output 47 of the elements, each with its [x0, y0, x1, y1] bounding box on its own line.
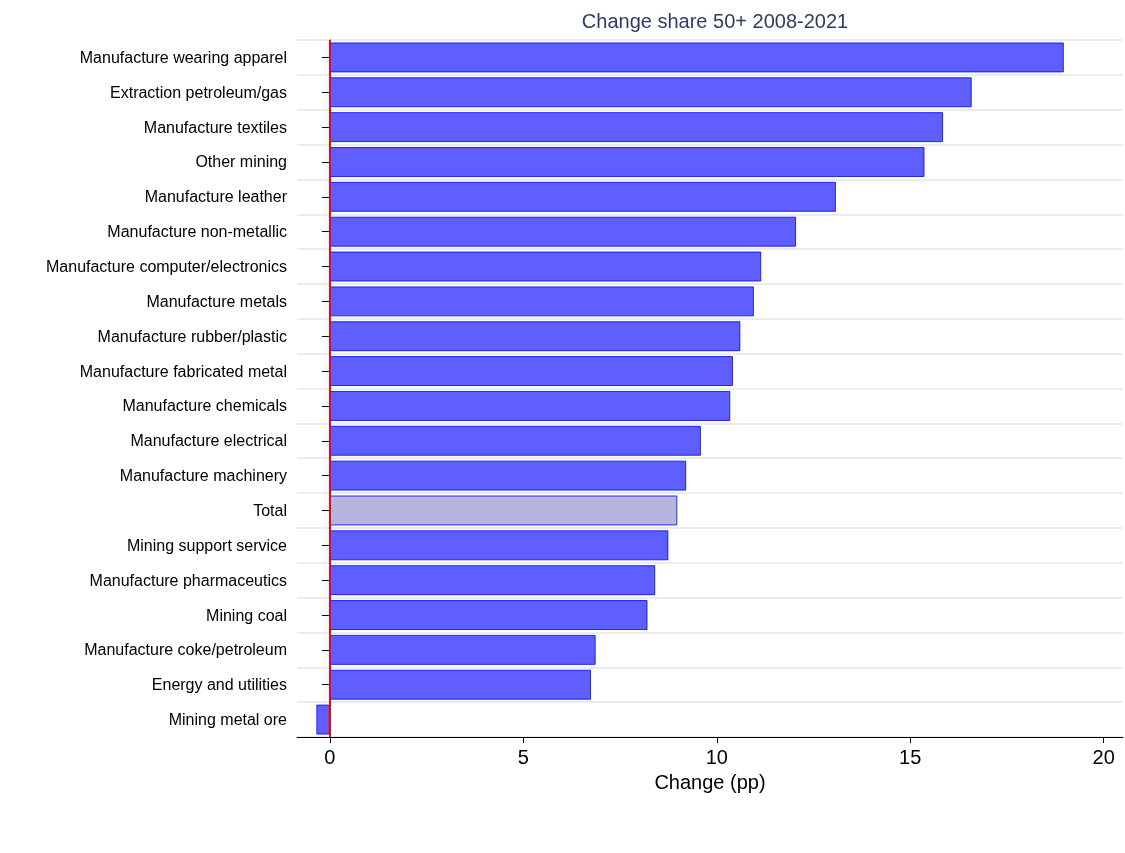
bar [329, 390, 731, 421]
bar [329, 181, 836, 212]
y-tick-label: Manufacture textiles [143, 118, 287, 136]
bar [329, 321, 741, 352]
bar [329, 600, 648, 631]
x-tick-label: 5 [517, 746, 529, 768]
y-tick-label: Manufacture pharmaceutics [89, 571, 287, 589]
y-tick-label: Mining support service [126, 536, 288, 554]
bar [329, 530, 669, 561]
y-tick-label: Extraction petroleum/gas [110, 83, 287, 101]
bar [329, 565, 656, 596]
y-tick-label: Manufacture computer/electronics [46, 258, 287, 276]
bar [329, 146, 925, 177]
bar [316, 704, 330, 735]
y-tick-label: Manufacture rubber/plastic [97, 327, 287, 345]
y-tick-label: Manufacture leather [144, 188, 288, 206]
y-tick-label: Total [253, 501, 287, 519]
x-tick-label: 10 [705, 746, 728, 768]
bar [329, 495, 678, 526]
y-tick-label: Manufacture wearing apparel [79, 48, 287, 66]
bar [329, 669, 592, 700]
bar [329, 634, 596, 665]
bar [329, 460, 687, 491]
bar [329, 425, 701, 456]
y-tick-label: Manufacture non-metallic [107, 223, 287, 241]
bar [329, 356, 734, 387]
bar [329, 251, 762, 282]
x-tick-label: 0 [324, 746, 336, 768]
y-tick-label: Manufacture fabricated metal [79, 362, 287, 380]
x-axis-title: Change (pp) [654, 770, 766, 793]
bar [329, 216, 797, 247]
y-tick-label: Manufacture electrical [130, 432, 287, 450]
chart-title: Change share 50+ 2008-2021 [581, 10, 849, 32]
y-tick-label: Energy and utilities [151, 676, 287, 694]
y-tick-label: Manufacture metals [146, 292, 287, 310]
x-tick-label: 15 [899, 746, 922, 768]
y-tick-label: Mining coal [206, 606, 287, 624]
y-tick-label: Manufacture chemicals [122, 397, 287, 415]
y-tick-label: Manufacture coke/petroleum [84, 641, 287, 659]
y-tick-label: Mining metal ore [168, 711, 288, 729]
bar [329, 77, 972, 108]
bar [329, 42, 1064, 73]
y-tick-label: Manufacture machinery [119, 467, 287, 485]
x-tick-label: 20 [1092, 746, 1115, 768]
bar [329, 112, 944, 143]
y-tick-label: Other mining [195, 153, 287, 171]
bar [329, 286, 754, 317]
